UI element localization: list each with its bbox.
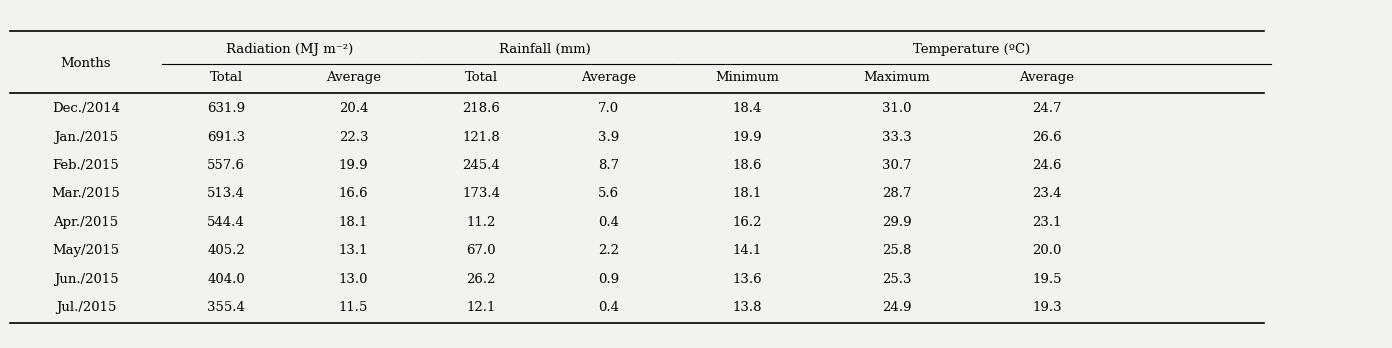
Text: 20.4: 20.4 xyxy=(338,102,369,115)
Text: Average: Average xyxy=(326,71,381,84)
Text: 121.8: 121.8 xyxy=(462,130,500,144)
Text: Mar./2015: Mar./2015 xyxy=(52,188,120,200)
Text: 13.0: 13.0 xyxy=(338,273,369,286)
Text: 11.5: 11.5 xyxy=(338,301,369,314)
Text: 19.9: 19.9 xyxy=(338,159,369,172)
Text: 24.6: 24.6 xyxy=(1031,159,1062,172)
Text: 0.9: 0.9 xyxy=(599,273,619,286)
Text: 19.9: 19.9 xyxy=(732,130,761,144)
Text: 8.7: 8.7 xyxy=(599,159,619,172)
Text: 173.4: 173.4 xyxy=(462,188,500,200)
Text: 2.2: 2.2 xyxy=(599,244,619,257)
Text: 67.0: 67.0 xyxy=(466,244,496,257)
Text: 29.9: 29.9 xyxy=(883,216,912,229)
Text: 245.4: 245.4 xyxy=(462,159,500,172)
Text: 3.9: 3.9 xyxy=(599,130,619,144)
Text: 30.7: 30.7 xyxy=(883,159,912,172)
Text: 14.1: 14.1 xyxy=(732,244,761,257)
Text: 0.4: 0.4 xyxy=(599,301,619,314)
Text: 18.1: 18.1 xyxy=(338,216,369,229)
Text: 25.3: 25.3 xyxy=(883,273,912,286)
Text: 28.7: 28.7 xyxy=(883,188,912,200)
Text: 16.2: 16.2 xyxy=(732,216,761,229)
Text: 31.0: 31.0 xyxy=(883,102,912,115)
Text: Maximum: Maximum xyxy=(863,71,930,84)
Text: 7.0: 7.0 xyxy=(599,102,619,115)
Text: 13.8: 13.8 xyxy=(732,301,761,314)
Text: 18.4: 18.4 xyxy=(732,102,761,115)
Text: 20.0: 20.0 xyxy=(1031,244,1062,257)
Text: Total: Total xyxy=(209,71,242,84)
Text: 23.4: 23.4 xyxy=(1031,188,1062,200)
Text: 404.0: 404.0 xyxy=(207,273,245,286)
Text: 18.1: 18.1 xyxy=(732,188,761,200)
Text: Months: Months xyxy=(61,57,111,70)
Text: Jul./2015: Jul./2015 xyxy=(56,301,116,314)
Text: Jun./2015: Jun./2015 xyxy=(54,273,118,286)
Text: Apr./2015: Apr./2015 xyxy=(53,216,118,229)
Text: 544.4: 544.4 xyxy=(207,216,245,229)
Text: 23.1: 23.1 xyxy=(1031,216,1062,229)
Text: 16.6: 16.6 xyxy=(338,188,369,200)
Text: 22.3: 22.3 xyxy=(338,130,369,144)
Text: 24.7: 24.7 xyxy=(1031,102,1062,115)
Text: Dec./2014: Dec./2014 xyxy=(52,102,120,115)
Text: 18.6: 18.6 xyxy=(732,159,761,172)
Text: 557.6: 557.6 xyxy=(207,159,245,172)
Text: 24.9: 24.9 xyxy=(883,301,912,314)
Text: Jan./2015: Jan./2015 xyxy=(54,130,118,144)
Text: 0.4: 0.4 xyxy=(599,216,619,229)
Text: 13.6: 13.6 xyxy=(732,273,761,286)
Text: 218.6: 218.6 xyxy=(462,102,500,115)
Text: 11.2: 11.2 xyxy=(466,216,496,229)
Text: Feb./2015: Feb./2015 xyxy=(53,159,120,172)
Text: Minimum: Minimum xyxy=(715,71,780,84)
Text: 355.4: 355.4 xyxy=(207,301,245,314)
Text: 12.1: 12.1 xyxy=(466,301,496,314)
Text: 405.2: 405.2 xyxy=(207,244,245,257)
Text: Rainfall (mm): Rainfall (mm) xyxy=(498,42,590,56)
Text: 33.3: 33.3 xyxy=(883,130,912,144)
Text: 26.6: 26.6 xyxy=(1031,130,1062,144)
Text: 13.1: 13.1 xyxy=(338,244,369,257)
Text: May/2015: May/2015 xyxy=(53,244,120,257)
Text: 26.2: 26.2 xyxy=(466,273,496,286)
Text: 691.3: 691.3 xyxy=(207,130,245,144)
Text: Total: Total xyxy=(465,71,498,84)
Text: Average: Average xyxy=(580,71,636,84)
Text: 19.3: 19.3 xyxy=(1031,301,1062,314)
Text: 5.6: 5.6 xyxy=(599,188,619,200)
Text: 631.9: 631.9 xyxy=(207,102,245,115)
Text: 25.8: 25.8 xyxy=(883,244,912,257)
Text: Temperature (ºC): Temperature (ºC) xyxy=(913,42,1030,56)
Text: 513.4: 513.4 xyxy=(207,188,245,200)
Text: 19.5: 19.5 xyxy=(1031,273,1062,286)
Text: Average: Average xyxy=(1019,71,1075,84)
Text: Radiation (MJ m⁻²): Radiation (MJ m⁻²) xyxy=(226,42,354,56)
